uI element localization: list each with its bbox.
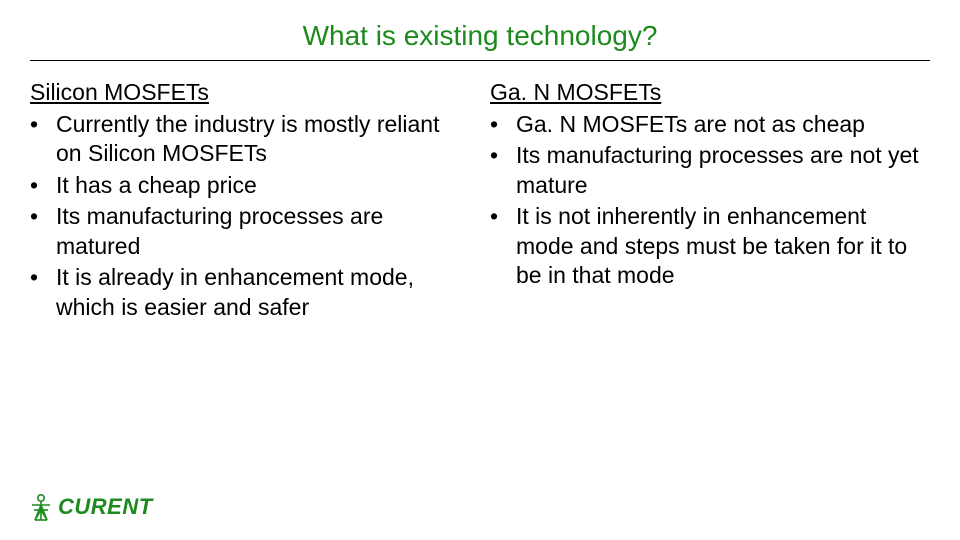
bullet-text: It is not inherently in enhancement mode… <box>516 202 930 290</box>
bullet-icon: • <box>30 110 56 169</box>
bullet-icon: • <box>490 141 516 200</box>
bullet-icon: • <box>30 171 56 200</box>
list-item: •It is already in enhancement mode, whic… <box>30 263 470 322</box>
right-heading: Ga. N MOSFETs <box>490 79 930 106</box>
left-heading: Silicon MOSFETs <box>30 79 470 106</box>
list-item: •Its manufacturing processes are matured <box>30 202 470 261</box>
logo-text: CURENT <box>58 494 153 520</box>
list-item: •Currently the industry is mostly relian… <box>30 110 470 169</box>
bullet-icon: • <box>490 202 516 290</box>
bullet-text: Its manufacturing processes are matured <box>56 202 470 261</box>
bullet-text: It is already in enhancement mode, which… <box>56 263 470 322</box>
bullet-text: Its manufacturing processes are not yet … <box>516 141 930 200</box>
title-rule <box>30 60 930 61</box>
list-item: •It has a cheap price <box>30 171 470 200</box>
bullet-icon: • <box>490 110 516 139</box>
footer-logo: CURENT <box>28 492 153 522</box>
list-item: •It is not inherently in enhancement mod… <box>490 202 930 290</box>
left-bullet-list: •Currently the industry is mostly relian… <box>30 110 470 322</box>
right-bullet-list: •Ga. N MOSFETs are not as cheap •Its man… <box>490 110 930 291</box>
bullet-icon: • <box>30 263 56 322</box>
left-column: Silicon MOSFETs •Currently the industry … <box>30 79 470 324</box>
bullet-icon: • <box>30 202 56 261</box>
slide: What is existing technology? Silicon MOS… <box>0 0 960 540</box>
content-columns: Silicon MOSFETs •Currently the industry … <box>30 79 930 324</box>
bullet-text: It has a cheap price <box>56 171 470 200</box>
slide-title: What is existing technology? <box>30 20 930 60</box>
bullet-text: Ga. N MOSFETs are not as cheap <box>516 110 930 139</box>
bullet-text: Currently the industry is mostly reliant… <box>56 110 470 169</box>
right-column: Ga. N MOSFETs •Ga. N MOSFETs are not as … <box>490 79 930 324</box>
list-item: •Ga. N MOSFETs are not as cheap <box>490 110 930 139</box>
tower-icon <box>28 492 54 522</box>
list-item: •Its manufacturing processes are not yet… <box>490 141 930 200</box>
